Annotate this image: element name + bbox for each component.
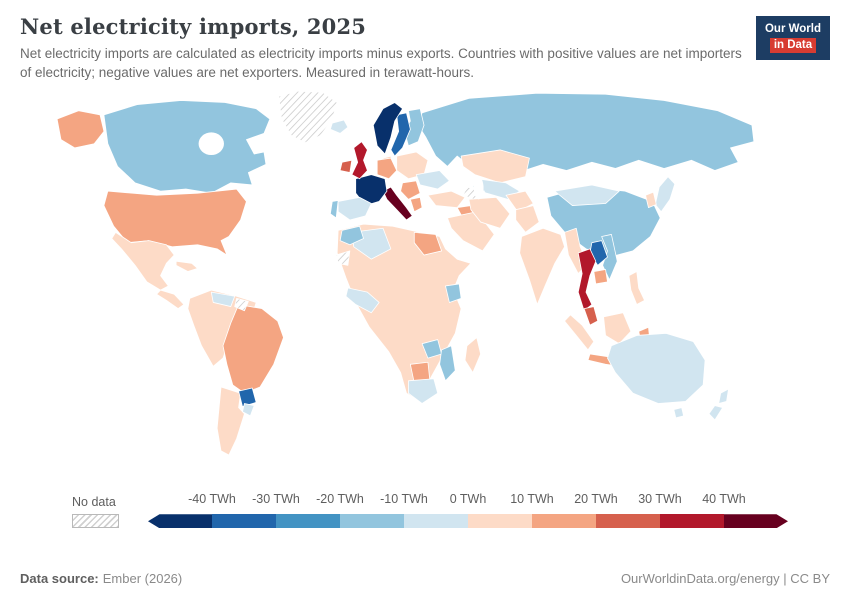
country-norway[interactable] <box>372 102 403 155</box>
legend-color-segment <box>660 514 724 529</box>
legend-color-segment <box>404 514 468 529</box>
legend-tick-labels: -40 TWh -30 TWh -20 TWh -10 TWh 0 TWh 10 TWh 2… <box>148 492 788 509</box>
legend-tick-label: 0 TWh <box>449 492 487 507</box>
legend-color-segment <box>596 514 660 529</box>
hudson-bay <box>198 132 224 156</box>
legend-color-segment <box>276 514 340 529</box>
country-ukraine[interactable] <box>415 170 450 190</box>
country-uruguay[interactable] <box>242 403 255 417</box>
country-iran[interactable] <box>468 197 511 229</box>
region-central-america[interactable] <box>156 289 185 310</box>
country-central-asia[interactable] <box>472 178 521 201</box>
region-guyanas[interactable] <box>234 298 249 312</box>
country-malaysia[interactable] <box>583 306 599 326</box>
country-madagascar[interactable] <box>464 337 482 374</box>
country-thailand[interactable] <box>577 248 597 312</box>
country-tasmania[interactable] <box>673 407 685 419</box>
legend-no-data-swatch[interactable] <box>72 514 119 529</box>
country-australia[interactable] <box>607 333 706 405</box>
chart-footer: Data source: Ember (2026) OurWorldinData.… <box>20 571 830 586</box>
data-source: Data source: Ember (2026) <box>20 571 182 586</box>
country-kazakhstan[interactable] <box>460 149 530 184</box>
country-paraguay[interactable] <box>238 387 257 408</box>
legend-tick-label: -40 TWh <box>188 492 236 507</box>
country-usa-alaska[interactable] <box>56 110 105 149</box>
data-source-value: Ember (2026) <box>102 571 183 586</box>
country-italy[interactable] <box>382 186 413 221</box>
page-title: Net electricity imports, 2025 <box>20 14 367 39</box>
country-mozambique[interactable] <box>439 345 456 382</box>
country-iceland[interactable] <box>329 119 349 135</box>
legend-color-segment <box>532 514 596 529</box>
legend-tick-label: -30 TWh <box>252 492 300 507</box>
country-south-korea[interactable] <box>645 192 657 209</box>
legend-color-bar[interactable] <box>148 514 788 529</box>
country-france[interactable] <box>355 174 388 207</box>
country-cambodia[interactable] <box>593 269 608 285</box>
country-ireland[interactable] <box>339 160 353 174</box>
country-morocco[interactable] <box>339 226 364 246</box>
country-united-kingdom[interactable] <box>351 141 368 180</box>
legend-no-data-label: No data <box>72 495 116 510</box>
country-greenland[interactable] <box>278 90 338 144</box>
country-new-zealand[interactable] <box>708 388 729 421</box>
caspian-sea <box>473 176 484 200</box>
country-indonesia-sumatra[interactable] <box>564 314 595 351</box>
country-western-sahara[interactable] <box>335 250 351 267</box>
legend-color-segment <box>724 514 788 529</box>
country-mongolia[interactable] <box>554 184 620 207</box>
country-india[interactable] <box>519 228 565 306</box>
world-map <box>20 86 830 488</box>
country-sweden[interactable] <box>390 112 411 157</box>
country-vietnam[interactable] <box>601 234 618 281</box>
owid-logo-line1: Our World <box>764 23 821 35</box>
country-finland[interactable] <box>404 108 425 147</box>
chart-header: Net electricity imports, 2025 Net electr… <box>20 14 830 82</box>
country-greece[interactable] <box>409 197 423 213</box>
country-turkey[interactable] <box>427 190 466 209</box>
country-germany[interactable] <box>376 157 398 180</box>
country-canada[interactable] <box>103 100 271 194</box>
country-argentina[interactable] <box>216 386 245 456</box>
world-map-svg <box>56 90 755 456</box>
legend-tick-label: -10 TWh <box>380 492 428 507</box>
country-cuba[interactable] <box>175 261 199 273</box>
legend-tick-label: 10 TWh <box>510 492 554 507</box>
map-legend: No data -40 TWh -30 TWh -20 TWh -10 TWh 0 TW… <box>72 492 830 529</box>
legend-color-segment <box>468 514 532 529</box>
header-text: Net electricity imports, 2025 Net electr… <box>20 14 756 82</box>
legend-color-segment <box>340 514 404 529</box>
legend-tick-label: 40 TWh <box>702 492 746 507</box>
chart-subtitle: Net electricity imports are calculated a… <box>20 46 742 80</box>
legend-color-segment <box>212 514 276 529</box>
legend-tick-label: 30 TWh <box>638 492 682 507</box>
country-pakistan[interactable] <box>515 205 540 234</box>
country-philippines[interactable] <box>628 271 645 306</box>
country-mexico[interactable] <box>111 232 175 291</box>
legend-color-segment <box>148 514 212 529</box>
legend-no-data: No data <box>72 495 128 529</box>
legend-tick-label: -20 TWh <box>316 492 364 507</box>
legend-bar: -40 TWh -30 TWh -20 TWh -10 TWh 0 TWh 10 TWh 2… <box>148 492 788 529</box>
region-balkans[interactable] <box>400 180 421 201</box>
country-ethiopia[interactable] <box>445 283 462 304</box>
country-japan[interactable] <box>654 176 676 213</box>
country-venezuela[interactable] <box>210 291 236 308</box>
owid-logo[interactable]: Our World in Data <box>755 16 830 60</box>
region-west-africa[interactable] <box>345 287 380 314</box>
legend-tick-label: 20 TWh <box>574 492 618 507</box>
country-portugal[interactable] <box>329 200 339 219</box>
country-afghanistan[interactable] <box>505 190 534 213</box>
footer-attribution-link[interactable]: OurWorldinData.org/energy | CC BY <box>620 571 830 586</box>
country-spain[interactable] <box>337 197 372 221</box>
country-indonesia-borneo[interactable] <box>603 312 632 345</box>
data-source-label: Data source: <box>20 571 99 586</box>
country-egypt[interactable] <box>413 232 442 256</box>
owid-logo-line2: in Data <box>769 37 817 53</box>
country-south-africa[interactable] <box>408 378 439 405</box>
